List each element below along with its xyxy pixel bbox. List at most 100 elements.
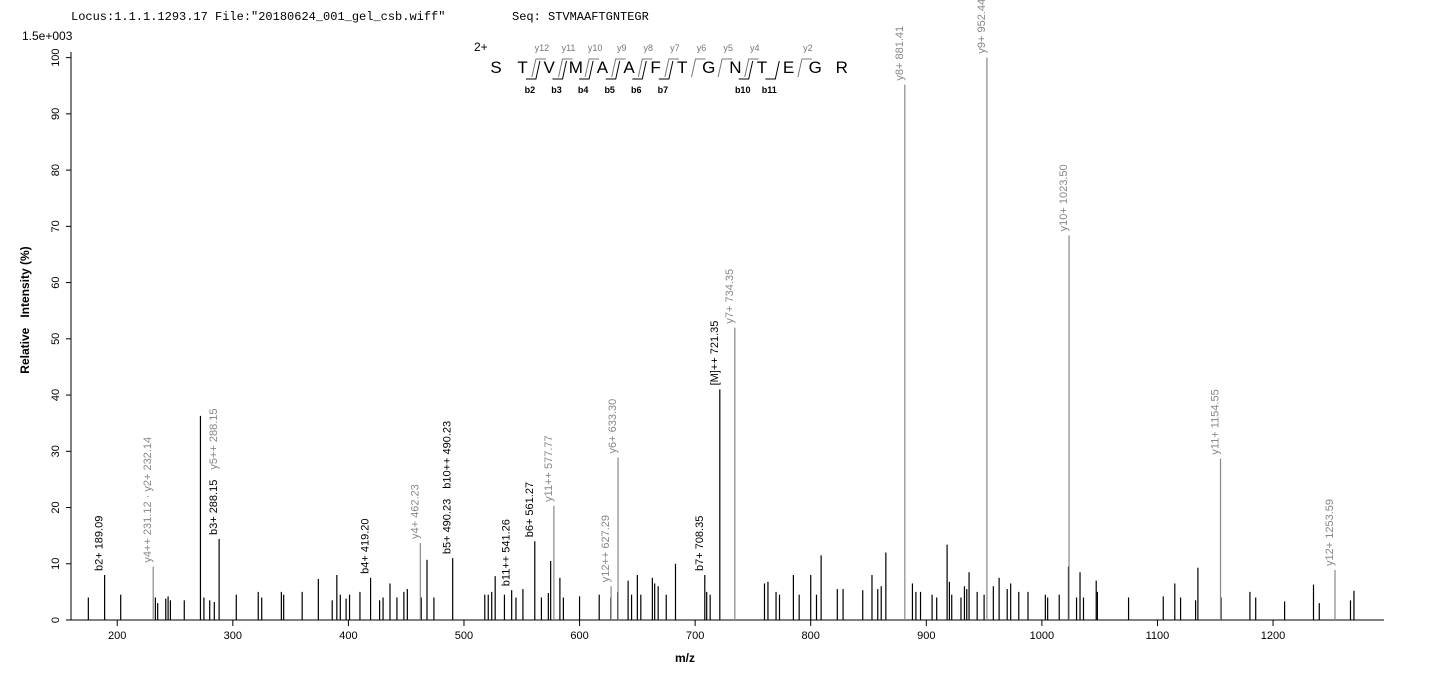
y-tick-label: 20 <box>50 501 62 513</box>
y-ion-bracket <box>558 58 573 78</box>
b-ion-label: b11 <box>762 85 777 95</box>
y-tick-label: 90 <box>50 108 62 120</box>
b-ion-bracket <box>632 60 647 80</box>
x-tick-label: 300 <box>224 630 242 642</box>
b-ion-bracket <box>579 60 594 80</box>
residue: T <box>517 58 527 77</box>
x-tick-label: 1100 <box>1146 630 1170 642</box>
y-tick-label: 0 <box>50 617 62 623</box>
b-ion-label: b2 <box>525 85 536 95</box>
charge-label: 2+ <box>474 40 488 54</box>
y-ion-label: y5 <box>723 43 733 53</box>
b-ion-bracket <box>605 60 621 80</box>
y-ion-label: y7 <box>670 43 680 53</box>
y-tick-label: 60 <box>50 276 62 288</box>
peak-label: b7+ 708.35 <box>694 516 706 571</box>
peak-label-part: y11++ 577.77 <box>543 435 555 501</box>
peak-label: y10+ 1023.50 <box>1058 164 1070 231</box>
y-ion-label: y4 <box>750 43 760 53</box>
y-ion-bracket <box>611 58 626 78</box>
b-ion-label: b5 <box>604 85 615 95</box>
peak-label: y8+ 881.41 <box>894 26 906 81</box>
residue: E <box>783 58 794 77</box>
header-locus: Locus:1.1.1.1293.17 File:"20180624_001_g… <box>71 10 445 24</box>
x-tick-label: 1200 <box>1261 630 1285 642</box>
peak-label-part: b6+ 561.27 <box>524 482 536 537</box>
x-tick-label: 900 <box>917 630 935 642</box>
peak-label: [M]++ 721.35 <box>709 321 721 386</box>
scale-label: 1.5e+003 <box>22 29 73 43</box>
peak-label: y9+ 952.44 <box>976 0 988 54</box>
x-axis-label: m/z <box>675 651 695 665</box>
peak-label: y12++ 627.29 <box>600 515 612 582</box>
peak-label-part: [M]++ 721.35 <box>709 321 721 386</box>
peak-label: y4++ 231.12 · y2+ 232.14 <box>142 437 154 563</box>
x-tick-label: 600 <box>570 630 588 642</box>
y-ion-label: y10 <box>588 43 603 53</box>
residue: G <box>702 58 715 77</box>
y-tick-label: 100 <box>50 48 62 66</box>
peak-label-part: y7+ 734.35 <box>724 269 736 324</box>
residue: N <box>729 58 741 77</box>
residue: R <box>836 58 848 77</box>
peak-label: y11++ 577.77 <box>543 435 555 501</box>
x-tick-label: 800 <box>802 630 820 642</box>
peak-label: b6+ 561.27 <box>524 482 536 537</box>
peak-label: y12+ 1253.59 <box>1324 499 1336 566</box>
y-ion-label: y9 <box>617 43 627 53</box>
b-ion-bracket <box>552 60 567 80</box>
peak-label: y4+ 462.23 <box>409 484 421 539</box>
peak-label-part: b4+ 419.20 <box>360 518 372 573</box>
y-ion-bracket <box>744 58 759 78</box>
peak-label: b5+ 490.23 b10++ 490.23 <box>442 421 454 554</box>
b-ion-label: b7 <box>658 85 669 95</box>
y-ion-label: y2 <box>803 43 813 53</box>
peak-label-part: b10++ 490.23 <box>442 421 454 489</box>
b-ion-label: b3 <box>551 85 562 95</box>
y-ion-bracket <box>664 58 679 78</box>
residue: S <box>490 58 501 77</box>
y-ion-label: y12 <box>535 43 550 53</box>
y-ion-bracket <box>797 58 812 78</box>
x-tick-label: 400 <box>339 630 357 642</box>
peak-label-part: b11++ 541.26 <box>501 519 513 586</box>
residue: G <box>809 58 822 77</box>
y-ion-bracket <box>691 58 706 78</box>
residue: A <box>623 58 635 77</box>
residue: F <box>650 58 660 77</box>
peak-label-part: b2+ 189.09 <box>94 516 106 571</box>
y-tick-label: 70 <box>50 220 62 232</box>
y-ion-label: y6 <box>697 43 707 53</box>
y-axis-label: Relative Intensity (%) <box>18 246 32 373</box>
header-seq: Seq: STVMAAFTGNTEGR <box>512 10 649 24</box>
peak-label: y6+ 633.30 <box>607 399 619 454</box>
y-ion-bracket <box>531 58 546 78</box>
y-ion-bracket <box>637 58 653 78</box>
residue: T <box>677 58 687 77</box>
peak-label-part: y4+ 462.23 <box>409 484 421 539</box>
peak-label: b4+ 419.20 <box>360 518 372 573</box>
y-tick-label: 10 <box>50 558 62 570</box>
y-tick-label: 40 <box>50 389 62 401</box>
y-ion-label: y8 <box>644 43 654 53</box>
b-ion-label: b6 <box>631 85 642 95</box>
peak-label: y7+ 734.35 <box>724 269 736 324</box>
y-tick-label: 30 <box>50 445 62 457</box>
residue: T <box>757 58 767 77</box>
peak-label-part: b3+ 288.15 <box>208 480 220 535</box>
peak-label-part: b7+ 708.35 <box>694 516 706 571</box>
residue: A <box>597 58 609 77</box>
peak-label: b3+ 288.15 y5++ 288.15 <box>208 408 220 535</box>
peak-label-part: y5++ 288.15 <box>208 408 220 469</box>
x-tick-label: 1000 <box>1030 630 1054 642</box>
b-ion-bracket <box>738 60 754 80</box>
peak-label-part: y4++ 231.12 · y2+ 232.14 <box>142 437 154 563</box>
peak-label: b11++ 541.26 <box>501 519 513 586</box>
peak-label-part: y9+ 952.44 <box>976 0 988 54</box>
peak-label: b2+ 189.09 <box>94 516 106 571</box>
y-ion-bracket <box>584 58 600 78</box>
peak-label-part: y12++ 627.29 <box>600 515 612 582</box>
y-ion-label: y11 <box>562 43 576 53</box>
b-ion-label: b10 <box>735 85 751 95</box>
